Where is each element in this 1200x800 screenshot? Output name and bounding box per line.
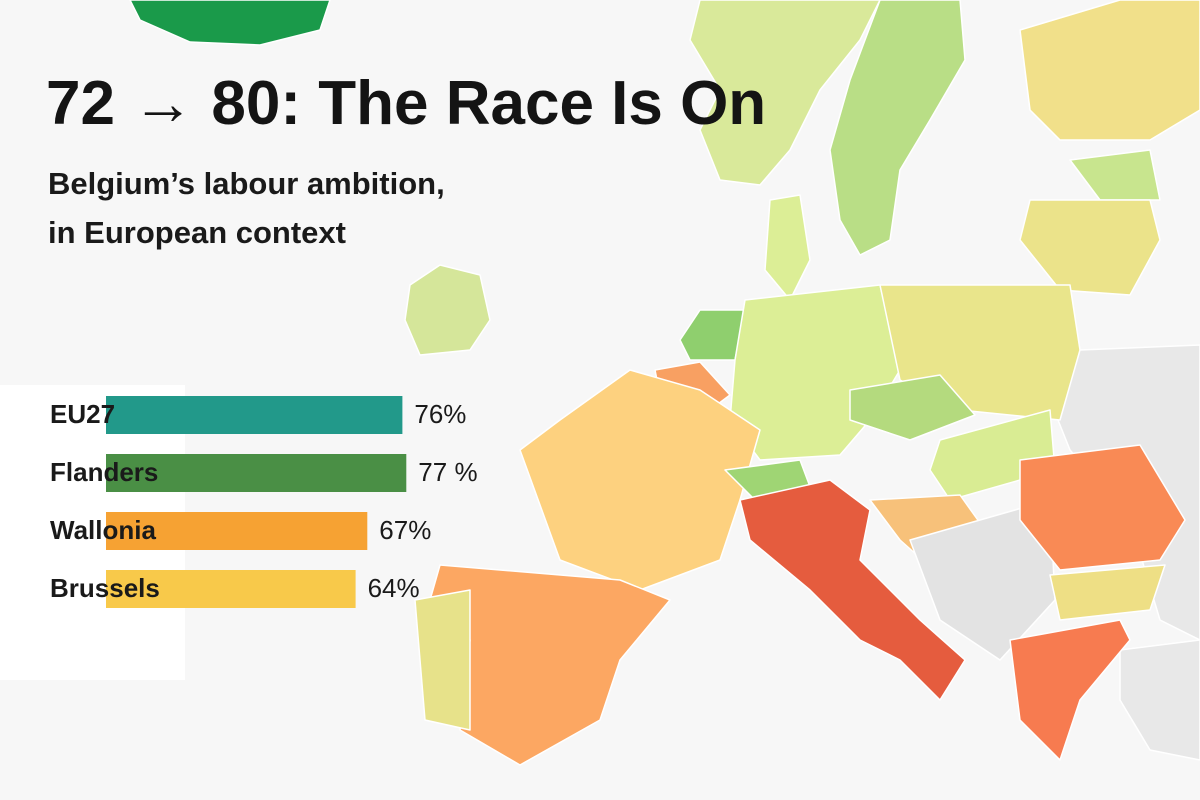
chart-subtitle: in European context [48, 215, 346, 250]
bar [106, 570, 356, 608]
category-label: Flanders [50, 457, 158, 487]
chart-title: 72 → 80: The Race Is On [46, 69, 766, 138]
bar [106, 512, 368, 550]
value-label: 77 % [418, 457, 477, 487]
chart-subtitle: Belgium’s labour ambition, [48, 166, 445, 201]
category-label: Wallonia [50, 515, 156, 545]
bar [106, 396, 403, 434]
value-label: 64% [368, 573, 420, 603]
value-label: 67% [379, 515, 431, 545]
bar [106, 454, 407, 492]
europe-map [129, 0, 1200, 766]
bar-chart: EU27 76% Flanders 77 % Wallonia 67% Brussels 64… [50, 396, 478, 608]
value-label: 76% [414, 399, 466, 429]
category-label: Brussels [50, 573, 160, 603]
category-label: EU27 [50, 399, 115, 429]
